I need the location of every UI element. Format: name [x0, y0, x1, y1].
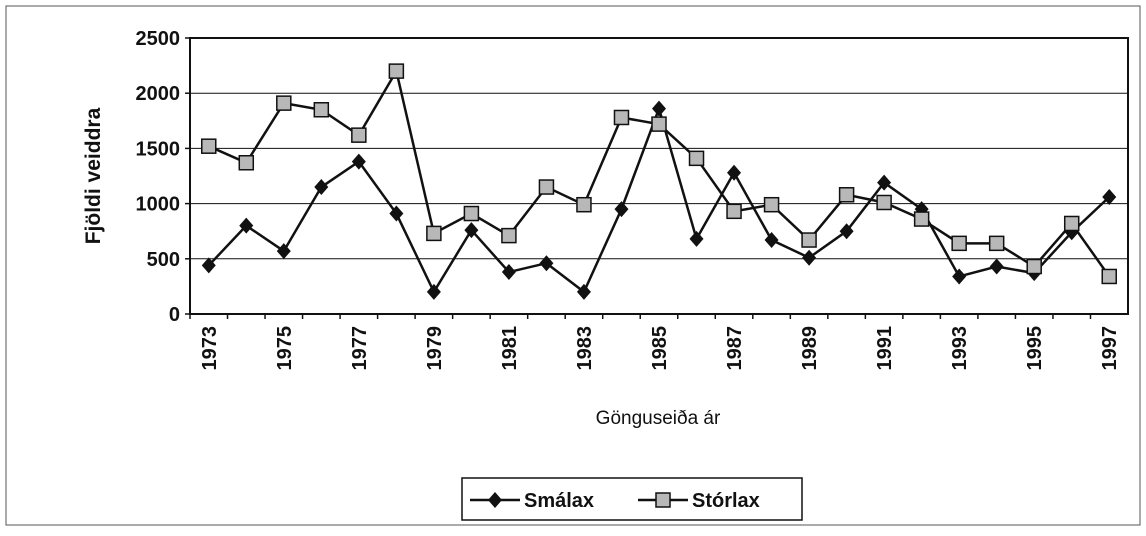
point — [426, 283, 441, 300]
x-tick-label: 1995 — [1024, 326, 1046, 371]
chart-border — [5, 5, 1141, 526]
point — [351, 127, 367, 143]
y-tick-label: 0 — [169, 304, 180, 326]
point — [276, 243, 291, 260]
y-tick-label: 500 — [147, 249, 180, 271]
point — [201, 257, 216, 274]
point — [877, 174, 892, 191]
point — [464, 222, 479, 239]
x-tick-label: 1983 — [574, 326, 596, 371]
point — [727, 164, 742, 181]
point — [276, 95, 292, 111]
x-axis-label: Gönguseiða ár — [596, 408, 721, 429]
point — [688, 150, 705, 167]
point — [539, 255, 554, 272]
series-line — [207, 104, 1111, 295]
legend-label: Stórlax — [692, 490, 760, 512]
point — [655, 492, 671, 508]
point — [838, 187, 855, 203]
x-tick-label: 1981 — [499, 326, 521, 371]
x-tick-label: 1985 — [649, 326, 671, 371]
point — [501, 264, 516, 281]
point — [576, 283, 591, 300]
point — [351, 153, 366, 170]
x-tick-label: 1989 — [799, 326, 821, 371]
point — [388, 63, 405, 79]
x-tick-label: 1973 — [199, 326, 221, 371]
y-tick-label: 2500 — [136, 28, 181, 50]
point — [989, 258, 1004, 275]
point — [238, 155, 255, 171]
point — [1026, 258, 1042, 275]
point — [314, 179, 329, 196]
point — [1101, 268, 1117, 285]
point — [614, 201, 629, 218]
point — [1102, 188, 1117, 205]
point — [802, 249, 817, 266]
point — [876, 194, 892, 211]
point — [501, 227, 517, 244]
point — [913, 211, 930, 227]
point — [463, 205, 480, 222]
point — [426, 225, 442, 242]
point — [839, 223, 854, 240]
x-tick-label: 1975 — [274, 326, 296, 371]
y-tick-label: 2000 — [136, 83, 181, 105]
point — [538, 179, 555, 195]
y-tick-label: 1500 — [136, 138, 181, 160]
point — [651, 116, 667, 132]
plot-area — [189, 37, 1129, 315]
y-axis-label: Fjöldi veiddra — [82, 107, 105, 244]
point — [652, 100, 666, 117]
point — [389, 205, 404, 222]
point — [613, 109, 630, 126]
x-tick-label: 1979 — [424, 326, 446, 371]
point — [801, 232, 817, 248]
point — [689, 230, 704, 247]
point — [313, 102, 330, 118]
x-tick-label: 1991 — [874, 326, 896, 371]
y-tick-label: 1000 — [136, 194, 181, 216]
legend-label: Smálax — [524, 490, 594, 512]
point — [1063, 215, 1080, 232]
point — [488, 492, 502, 508]
point — [576, 196, 592, 213]
point — [951, 235, 967, 252]
point — [988, 235, 1005, 252]
x-tick-label: 1987 — [724, 326, 746, 371]
point — [201, 138, 217, 154]
point — [239, 217, 254, 234]
point — [763, 196, 780, 213]
x-tick-label: 1993 — [949, 326, 971, 371]
x-tick-label: 1997 — [1099, 326, 1121, 371]
point — [726, 203, 742, 220]
x-tick-label: 1977 — [349, 326, 371, 371]
point — [764, 232, 779, 249]
point — [952, 268, 967, 285]
